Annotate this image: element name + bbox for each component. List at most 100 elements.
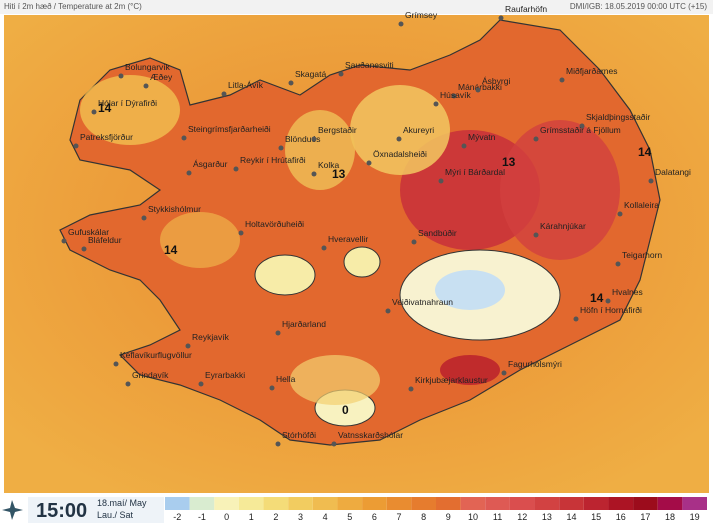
place-dot bbox=[411, 239, 417, 245]
place-name: Húsavík bbox=[440, 90, 471, 100]
place-dot bbox=[311, 136, 317, 142]
place-dot bbox=[238, 230, 244, 236]
legend-swatch bbox=[682, 497, 707, 510]
place-dot bbox=[73, 143, 79, 149]
legend-swatch bbox=[485, 497, 510, 510]
legend-value: 3 bbox=[298, 512, 303, 522]
place-name: Æðey bbox=[150, 72, 173, 82]
place-dot bbox=[275, 441, 281, 447]
legend-swatch bbox=[362, 497, 387, 510]
place-name: Grímsstaðir á Fjöllum bbox=[540, 125, 621, 135]
legend-swatch bbox=[312, 497, 338, 510]
place-dot bbox=[408, 386, 414, 392]
contour-label: 13 bbox=[502, 155, 516, 169]
legend-swatch bbox=[657, 497, 683, 510]
legend-swatch bbox=[337, 497, 363, 510]
place-dot bbox=[143, 83, 149, 89]
place-dot bbox=[81, 246, 87, 252]
color-legend: -2 -1 0 1 2 3 4 5 6 7 8 9 10 11 12 13 14 15 16 17 18 19 bbox=[165, 497, 707, 522]
legend-swatch bbox=[411, 497, 436, 510]
legend-value: 13 bbox=[542, 512, 552, 522]
place-dot bbox=[186, 170, 192, 176]
place-name: Kollaleira bbox=[624, 200, 659, 210]
place-dot bbox=[91, 109, 97, 115]
legend-swatch bbox=[534, 497, 560, 510]
place-name: Skjaldþingsstaðir bbox=[586, 112, 650, 122]
place-dot bbox=[113, 361, 119, 367]
place-name: Hólar í Dýrafirði bbox=[98, 98, 157, 108]
header-bar bbox=[0, 0, 713, 14]
legend-swatch bbox=[633, 497, 658, 510]
legend-swatch bbox=[386, 497, 412, 510]
place-name: Stórhöfði bbox=[282, 430, 316, 440]
place-name: Fagurhólsmýri bbox=[508, 359, 562, 369]
legend-swatch bbox=[509, 497, 535, 510]
place-dot bbox=[125, 381, 131, 387]
place-dot bbox=[321, 245, 327, 251]
place-dot bbox=[438, 178, 444, 184]
place-name: Höfn í Hornafirði bbox=[580, 305, 642, 315]
place-name: Reykir í Hrútafirði bbox=[240, 155, 306, 165]
legend-value: 5 bbox=[347, 512, 352, 522]
contour-label: 13 bbox=[332, 167, 346, 181]
legend-value: 14 bbox=[566, 512, 576, 522]
place-dot bbox=[331, 441, 337, 447]
place-name: Sandbúðir bbox=[418, 228, 457, 238]
time-box bbox=[28, 497, 164, 523]
place-dot bbox=[648, 178, 654, 184]
place-name: Raufarhöfn bbox=[505, 4, 547, 14]
legend-swatch bbox=[460, 497, 486, 510]
place-dot bbox=[461, 143, 467, 149]
place-dot bbox=[559, 77, 565, 83]
place-name: Ásbyrgi bbox=[482, 76, 510, 86]
place-name: Akureyri bbox=[403, 125, 434, 135]
place-dot bbox=[118, 73, 124, 79]
legend-value: 19 bbox=[690, 512, 700, 522]
place-name: Litla-Ávík bbox=[228, 80, 264, 90]
place-name: Hvalnes bbox=[612, 287, 643, 297]
place-name: Miðfjarðarnes bbox=[566, 66, 618, 76]
legend-value: -2 bbox=[173, 512, 181, 522]
place-name: Reykjavík bbox=[192, 332, 230, 342]
place-dot bbox=[615, 261, 621, 267]
place-dot bbox=[475, 87, 481, 93]
place-dot bbox=[288, 80, 294, 86]
place-name: Bolungarvík bbox=[125, 62, 171, 72]
place-name: Holtavörðuheiði bbox=[245, 219, 304, 229]
legend-swatch bbox=[608, 497, 634, 510]
legend-swatch bbox=[583, 497, 609, 510]
place-name: Grindavík bbox=[132, 370, 169, 380]
place-name: Skagatá bbox=[295, 69, 326, 79]
legend-swatch bbox=[189, 497, 215, 510]
place-name: Steingrímsfjarðarheiði bbox=[188, 124, 271, 134]
place-name: Vatnsskarðshólar bbox=[338, 430, 403, 440]
place-name: Stykkishólmur bbox=[148, 204, 201, 214]
place-dot bbox=[579, 123, 585, 129]
place-name: Mánárbakki bbox=[458, 82, 502, 92]
legend-value: 18 bbox=[665, 512, 675, 522]
legend-value: 15 bbox=[591, 512, 601, 522]
place-name: Öxnadalsheiði bbox=[373, 149, 427, 159]
place-name: Grímsey bbox=[405, 10, 438, 20]
legend-value: 11 bbox=[493, 512, 502, 522]
legend-value: 17 bbox=[640, 512, 650, 522]
place-dot bbox=[61, 238, 67, 244]
legend-value: 0 bbox=[224, 512, 229, 522]
place-name: Ásgarður bbox=[193, 159, 228, 169]
place-name: Hjarðarland bbox=[282, 319, 326, 329]
legend-value: 16 bbox=[616, 512, 626, 522]
contour-label: 14 bbox=[590, 291, 604, 305]
place-dot bbox=[398, 21, 404, 27]
legend-value: 12 bbox=[517, 512, 527, 522]
legend-value: 4 bbox=[323, 512, 328, 522]
place-name: Bergstaðir bbox=[318, 125, 357, 135]
place-dot bbox=[385, 308, 391, 314]
legend-swatch bbox=[436, 497, 461, 510]
island bbox=[59, 19, 661, 446]
place-dot bbox=[533, 136, 539, 142]
legend-swatch bbox=[214, 497, 239, 510]
time-icon bbox=[2, 500, 23, 520]
place-dot bbox=[433, 101, 439, 107]
legend-swatch bbox=[238, 497, 264, 510]
